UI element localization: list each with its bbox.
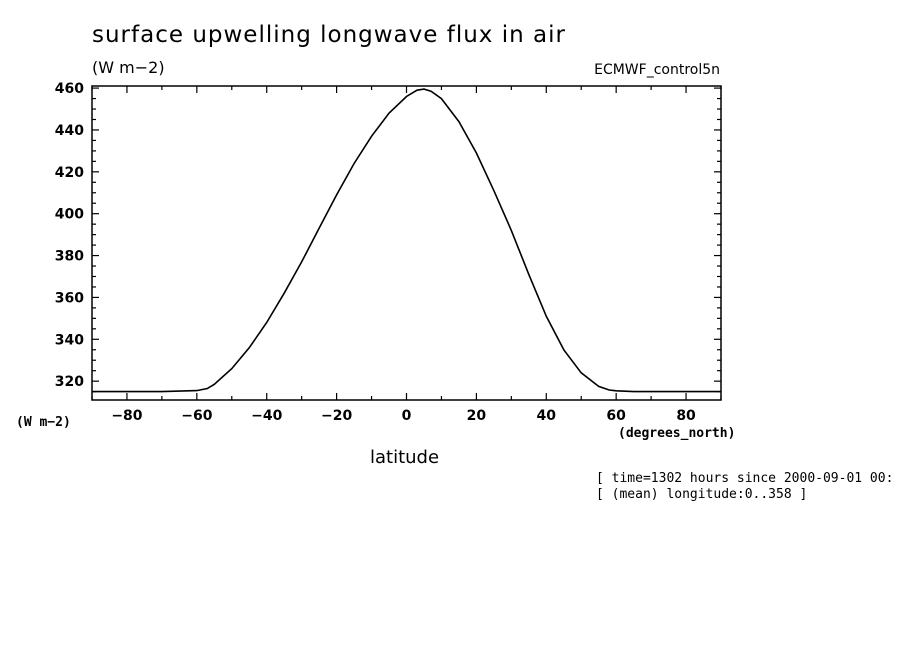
x-axis-label: latitude [370,447,440,468]
y-tick-label: 460 [55,81,84,97]
dataset-label: ECMWF_control5n [594,62,720,78]
x-tick-label: 20 [467,408,487,424]
axis-ticks [91,86,722,400]
x-tick-label: 80 [676,408,696,424]
x-tick-label: 60 [606,408,626,424]
x-tick-label: −40 [251,408,282,424]
x-tick-label: −80 [111,408,142,424]
y-tick-label: 420 [55,165,84,181]
plot-frame [91,85,722,401]
data-line [92,88,721,393]
y-tick-label: 320 [55,374,84,390]
y-tick-label: 440 [55,123,84,139]
time-note: [ time=1302 hours since 2000-09-01 00: [596,471,894,486]
y-tick-label: 380 [55,249,84,265]
tick-labels: −80 −60 −40 −20 0 20 40 60 80 320 340 360 380 400 420 4… [55,81,696,424]
y-tick-label: 360 [55,290,84,306]
x-axis-units: (degrees_north) [618,426,736,441]
chart-title: surface upwelling longwave flux in air [92,22,566,48]
y-tick-label: 400 [55,207,84,223]
y-axis-units: (W m−2) [16,415,71,430]
longitude-note: [ (mean) longitude:0..358 ] [596,487,808,502]
x-tick-label: 40 [537,408,557,424]
y-tick-label: 340 [55,332,84,348]
x-tick-label: −20 [321,408,352,424]
units-label: (W m−2) [92,58,165,77]
x-tick-label: 0 [402,408,412,424]
x-tick-label: −60 [181,408,212,424]
